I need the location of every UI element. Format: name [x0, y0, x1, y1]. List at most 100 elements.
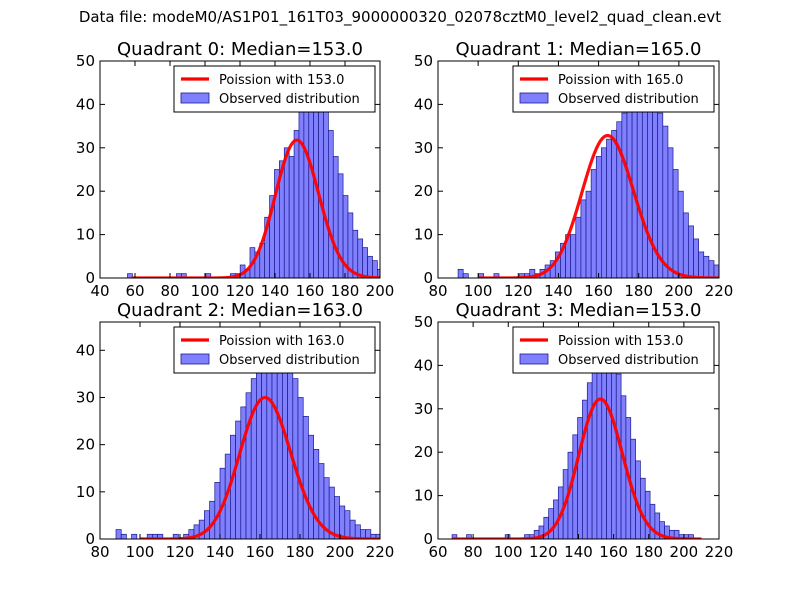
legend: Poission with 153.0 Observed distribution — [512, 326, 715, 374]
chart-panel-2: 80 100 120 140 160 180 200 220 0 10 20 30 40 Quadrant… — [76, 300, 397, 561]
histogram-bar — [662, 125, 669, 278]
histogram-bar — [344, 510, 351, 539]
y-tick-label: 20 — [414, 443, 433, 461]
histogram-bar — [611, 356, 617, 539]
histogram-bar — [649, 503, 656, 539]
histogram-bar — [382, 265, 387, 278]
y-tick-label: 30 — [414, 139, 433, 157]
legend: Poission with 165.0 Observed distribution — [512, 65, 715, 113]
y-tick-label: 50 — [76, 52, 95, 70]
x-tick-label: 100 — [464, 282, 493, 300]
histogram-bar — [302, 415, 309, 539]
histogram-bar — [181, 273, 187, 278]
y-tick-label: 50 — [414, 52, 433, 70]
legend-bar-swatch — [180, 353, 210, 365]
x-tick-label: 180 — [331, 282, 360, 300]
histogram-bar — [586, 382, 593, 539]
y-tick-label: 10 — [414, 226, 433, 244]
histogram-bar — [548, 508, 554, 539]
x-tick-label: 60 — [125, 282, 144, 300]
histogram-bar — [283, 147, 290, 278]
x-tick-label: 200 — [366, 282, 395, 300]
x-tick-label: 200 — [670, 543, 699, 561]
histogram-bar — [682, 212, 689, 278]
histogram-bar — [407, 265, 412, 278]
histogram-bar — [256, 368, 262, 539]
y-tick-label: 0 — [85, 269, 95, 287]
y-tick-label: 50 — [414, 313, 433, 331]
histogram-bar — [387, 269, 392, 278]
histogram-bar — [667, 147, 674, 278]
histogram-bar — [328, 130, 334, 278]
legend-curve-label: Poission with 165.0 — [558, 73, 683, 88]
legend-curve-label: Poission with 153.0 — [219, 73, 344, 88]
y-tick-label: 20 — [76, 436, 95, 454]
x-tick-label: 160 — [599, 543, 628, 561]
y-tick-label: 0 — [85, 530, 95, 548]
y-tick-label: 30 — [76, 139, 95, 157]
histogram-bar — [570, 234, 577, 278]
poisson-curve-line — [131, 138, 380, 278]
x-tick-label: 40 — [90, 282, 109, 300]
histogram-bar — [357, 238, 364, 278]
legend-bar-label: Observed distribution — [219, 92, 360, 107]
legend: Poission with 153.0 Observed distribution — [173, 65, 376, 113]
histogram-bar — [334, 496, 340, 539]
x-tick-label: 220 — [705, 282, 734, 300]
histogram-bar — [293, 130, 300, 278]
histogram-bar — [713, 264, 719, 278]
legend-bar-swatch — [180, 92, 210, 104]
histogram-bar — [120, 533, 127, 539]
histogram-bar — [354, 524, 361, 539]
y-tick-label: 30 — [414, 400, 433, 418]
histogram-bar — [313, 449, 320, 539]
x-tick-label: 220 — [705, 543, 734, 561]
figure-title: Data file: modeM0/AS1P01_161T03_90000003… — [78, 8, 722, 26]
x-tick-label: 160 — [584, 282, 613, 300]
histogram-bar — [323, 108, 329, 278]
histogram-bar — [693, 238, 699, 278]
histogram-bar — [572, 434, 578, 539]
histogram-bar — [591, 365, 598, 539]
histogram-bar — [580, 199, 587, 278]
legend-curve-label: Poission with 153.0 — [558, 334, 683, 349]
x-tick-label: 80 — [464, 543, 483, 561]
legend-curve-label: Poission with 163.0 — [219, 334, 344, 349]
x-tick-label: 180 — [634, 543, 663, 561]
panel-title: Quadrant 0: Median=153.0 — [117, 39, 363, 60]
x-tick-label: 60 — [428, 543, 447, 561]
x-tick-label: 140 — [564, 543, 593, 561]
histogram-bar — [601, 147, 607, 278]
histogram-bar — [596, 347, 603, 539]
y-tick-label: 40 — [76, 341, 95, 359]
histogram-bar — [204, 510, 210, 539]
y-tick-label: 10 — [76, 483, 95, 501]
y-tick-label: 20 — [76, 182, 95, 200]
y-tick-label: 10 — [414, 487, 433, 505]
legend-bar-label: Observed distribution — [558, 353, 699, 368]
x-tick-label: 120 — [504, 282, 533, 300]
histogram-bar — [585, 190, 592, 278]
histogram-bar — [611, 130, 618, 278]
x-tick-label: 120 — [226, 282, 255, 300]
histogram-bar — [590, 169, 597, 278]
histogram-bar — [392, 534, 397, 539]
legend-box — [512, 326, 715, 374]
poisson-curve-line — [452, 397, 702, 539]
histogram-bar — [235, 420, 242, 539]
histogram-bar — [615, 373, 622, 539]
histogram-bar — [240, 406, 247, 539]
histogram-bar — [372, 260, 378, 278]
x-tick-label: 100 — [126, 543, 155, 561]
plot-area — [457, 73, 719, 278]
y-tick-label: 10 — [76, 226, 95, 244]
histogram-bar — [606, 138, 612, 278]
histogram-bar — [708, 260, 715, 278]
histogram-bar — [349, 519, 356, 539]
histogram-bar — [595, 156, 602, 278]
x-tick-label: 160 — [246, 543, 275, 561]
panel-title: Quadrant 1: Median=165.0 — [456, 39, 702, 60]
histogram-bar — [261, 359, 268, 539]
histogram-bar — [288, 156, 295, 278]
